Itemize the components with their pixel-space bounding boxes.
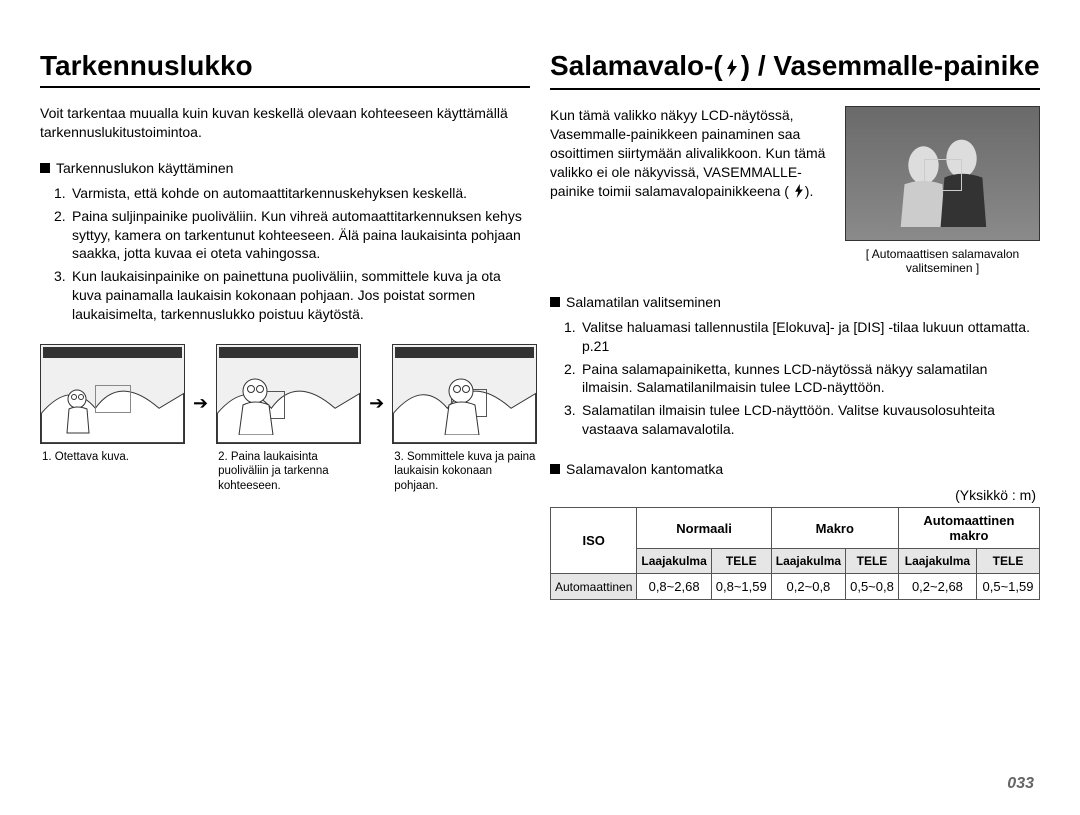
thumb-image — [216, 344, 361, 444]
person-icon — [233, 377, 283, 435]
cell: 0,8~1,59 — [711, 574, 771, 600]
thumb-caption: 2. Paina laukaisinta puoliväliin ja tark… — [216, 450, 361, 493]
right-sub2-text: Salamavalon kantomatka — [566, 461, 723, 477]
th-wide: Laajakulma — [898, 549, 976, 574]
flash-icon — [793, 183, 805, 199]
flash-range-table: ISO Normaali Makro Automaattinen makro L… — [550, 507, 1040, 600]
cell: 0,5~0,8 — [846, 574, 899, 600]
bullet-icon — [550, 464, 560, 474]
step-num: 2. — [564, 360, 576, 379]
title-part: ) / Vasemmalle-painike — [741, 50, 1040, 81]
right-sub1-text: Salamatilan valitseminen — [566, 294, 721, 310]
step-num: 3. — [54, 267, 66, 286]
cell: 0,2~0,8 — [771, 574, 845, 600]
flash-icon — [725, 52, 739, 84]
th-wide: Laajakulma — [771, 549, 845, 574]
step-num: 1. — [54, 184, 66, 203]
right-title: Salamavalo-( ) / Vasemmalle-painike — [550, 50, 1040, 90]
th-tele: TELE — [711, 549, 771, 574]
th-tele: TELE — [846, 549, 899, 574]
couple-icon — [876, 132, 1009, 227]
thumb-caption: 3. Sommittele kuva ja paina laukaisin ko… — [392, 450, 537, 493]
thumb-image — [40, 344, 185, 444]
step-text: Kun laukaisinpainike on painettuna puoli… — [72, 268, 501, 322]
th-tele: TELE — [976, 549, 1039, 574]
title-part: Salamavalo-( — [550, 50, 723, 81]
sample-photo — [845, 106, 1040, 241]
right-intro: Kun tämä valikko näkyy LCD-näytössä, Vas… — [550, 106, 833, 276]
person-icon — [63, 389, 97, 435]
right-intro-text: Kun tämä valikko näkyy LCD-näytössä, Vas… — [550, 107, 825, 199]
th-auto-macro: Automaattinen makro — [898, 508, 1039, 549]
row-auto: Automaattinen — [551, 574, 637, 600]
cell: 0,5~1,59 — [976, 574, 1039, 600]
right-column: Salamavalo-( ) / Vasemmalle-painike Kun t… — [550, 50, 1040, 600]
page-number: 033 — [1007, 775, 1034, 793]
thumb-2: 2. Paina laukaisinta puoliväliin ja tark… — [216, 344, 361, 493]
thumbnail-row: 1. Otettava kuva. ➔ — [40, 344, 530, 493]
bullet-icon — [40, 163, 50, 173]
th-macro: Makro — [771, 508, 898, 549]
arrow-icon: ➔ — [367, 393, 386, 414]
thumb-caption: 1. Otettava kuva. — [40, 450, 185, 464]
photo-caption-wrap: [ Automaattisen salamavalon valitseminen… — [845, 106, 1040, 276]
unit-label: (Yksikkö : m) — [550, 487, 1036, 503]
left-sub-text: Tarkennuslukon käyttäminen — [56, 160, 233, 176]
th-normal: Normaali — [637, 508, 771, 549]
step-text: Paina salamapainiketta, kunnes LCD-näytö… — [582, 361, 987, 396]
right-sub2: Salamavalon kantomatka — [550, 461, 1040, 477]
cell: 0,2~2,68 — [898, 574, 976, 600]
left-sub: Tarkennuslukon käyttäminen — [40, 160, 530, 176]
thumb-image — [392, 344, 537, 444]
left-title: Tarkennuslukko — [40, 50, 530, 88]
photo-caption: [ Automaattisen salamavalon valitseminen… — [845, 247, 1040, 276]
right-sub1: Salamatilan valitseminen — [550, 294, 1040, 310]
thumb-1: 1. Otettava kuva. — [40, 344, 185, 464]
cell: 0,8~2,68 — [637, 574, 711, 600]
right-steps: 1. Valitse haluamasi tallennustila [Eloku… — [550, 318, 1040, 439]
arrow-icon: ➔ — [191, 393, 210, 414]
step-text: Salamatilan ilmaisin tulee LCD-näyttöön.… — [582, 402, 995, 437]
th-iso: ISO — [551, 508, 637, 574]
person-icon — [439, 377, 489, 435]
bullet-icon — [550, 297, 560, 307]
step-text: Varmista, että kohde on automaattitarken… — [72, 185, 467, 201]
step-text: Paina suljinpainike puoliväliin. Kun vih… — [72, 208, 522, 262]
left-steps: 1. Varmista, että kohde on automaattitark… — [40, 184, 530, 324]
left-intro: Voit tarkentaa muualla kuin kuvan keskel… — [40, 104, 530, 142]
step-num: 3. — [564, 401, 576, 420]
thumb-3: 3. Sommittele kuva ja paina laukaisin ko… — [392, 344, 537, 493]
step-text: Valitse haluamasi tallennustila [Elokuva… — [582, 319, 1030, 354]
step-num: 1. — [564, 318, 576, 337]
left-column: Tarkennuslukko Voit tarkentaa muualla ku… — [40, 50, 530, 600]
step-num: 2. — [54, 207, 66, 226]
right-intro-end: ). — [805, 183, 814, 199]
right-top-row: Kun tämä valikko näkyy LCD-näytössä, Vas… — [550, 106, 1040, 276]
th-wide: Laajakulma — [637, 549, 711, 574]
